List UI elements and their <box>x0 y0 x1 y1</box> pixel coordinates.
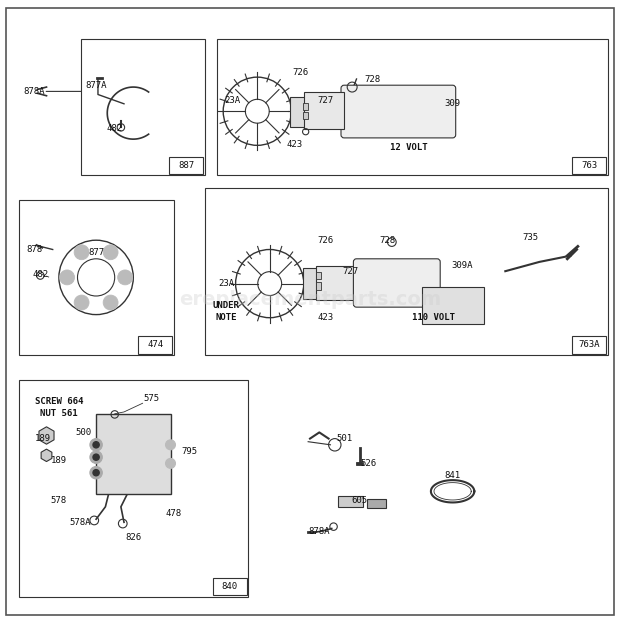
Text: 309: 309 <box>445 99 461 108</box>
Circle shape <box>93 470 99 476</box>
Bar <box>19 379 248 597</box>
Bar <box>303 103 308 110</box>
Bar <box>169 156 203 174</box>
Text: 578A: 578A <box>70 518 91 527</box>
Text: 727: 727 <box>342 267 358 276</box>
Text: 728: 728 <box>364 75 380 83</box>
Bar <box>290 97 306 126</box>
Text: 23A: 23A <box>224 96 241 105</box>
Text: 474: 474 <box>147 341 164 350</box>
Bar <box>367 499 386 508</box>
Bar <box>304 92 344 129</box>
Text: SCREW 664: SCREW 664 <box>35 397 83 406</box>
Text: 423: 423 <box>286 140 303 149</box>
Circle shape <box>103 295 118 310</box>
Bar <box>316 266 356 300</box>
Circle shape <box>118 270 133 285</box>
Text: 482: 482 <box>32 270 48 279</box>
Text: 726: 726 <box>293 69 309 77</box>
Bar <box>217 39 608 175</box>
Bar <box>205 188 608 355</box>
Text: 728: 728 <box>379 235 396 245</box>
Text: 840: 840 <box>221 583 238 591</box>
Circle shape <box>103 245 118 260</box>
Text: 526: 526 <box>361 459 377 468</box>
Text: 189: 189 <box>35 434 51 443</box>
Circle shape <box>90 467 102 479</box>
Text: 795: 795 <box>181 447 197 455</box>
Text: 878A: 878A <box>309 527 330 536</box>
Text: 423: 423 <box>317 313 334 322</box>
Text: 877: 877 <box>88 248 104 257</box>
Bar <box>303 268 318 299</box>
Text: 763: 763 <box>581 161 598 169</box>
Bar <box>138 336 172 354</box>
Circle shape <box>93 442 99 448</box>
Text: 501: 501 <box>336 434 352 443</box>
Bar <box>316 272 321 279</box>
Circle shape <box>93 454 99 460</box>
Text: ereplacementparts.com: ereplacementparts.com <box>179 290 441 308</box>
Text: 500: 500 <box>76 428 92 437</box>
Text: 878A: 878A <box>24 87 45 96</box>
Text: 482: 482 <box>107 124 123 133</box>
Text: 575: 575 <box>144 394 160 403</box>
Circle shape <box>90 451 102 464</box>
Text: 727: 727 <box>317 96 334 105</box>
Bar <box>303 112 308 119</box>
Text: 763A: 763A <box>578 341 600 350</box>
Bar <box>316 282 321 290</box>
Text: 735: 735 <box>522 232 538 242</box>
Text: 841: 841 <box>445 472 461 480</box>
Text: 309A: 309A <box>451 260 472 270</box>
Circle shape <box>166 440 175 450</box>
Bar <box>422 287 484 324</box>
Circle shape <box>90 439 102 451</box>
Text: 23A: 23A <box>218 279 234 288</box>
Bar <box>19 200 174 355</box>
Circle shape <box>74 295 89 310</box>
Circle shape <box>166 459 175 468</box>
Text: 877A: 877A <box>86 81 107 90</box>
Bar <box>96 414 170 495</box>
Text: NUT 561: NUT 561 <box>40 409 78 418</box>
Text: 578: 578 <box>51 496 67 505</box>
Text: 478: 478 <box>166 508 182 518</box>
Bar <box>356 462 363 465</box>
Text: 826: 826 <box>125 533 141 542</box>
Bar <box>213 578 247 596</box>
FancyBboxPatch shape <box>341 85 456 138</box>
Text: 878: 878 <box>26 245 42 254</box>
Text: 12 VOLT: 12 VOLT <box>391 143 428 151</box>
Bar <box>572 336 606 354</box>
Bar <box>338 496 363 506</box>
Circle shape <box>60 270 74 285</box>
Text: NOTE: NOTE <box>216 313 237 322</box>
Text: 189: 189 <box>51 456 67 465</box>
FancyBboxPatch shape <box>353 259 440 307</box>
Text: 887: 887 <box>178 161 195 169</box>
Bar <box>81 39 205 175</box>
Circle shape <box>74 245 89 260</box>
Text: UNDER: UNDER <box>213 301 240 310</box>
Text: 726: 726 <box>317 235 334 245</box>
Text: 605: 605 <box>352 496 368 505</box>
Bar <box>572 156 606 174</box>
Text: 110 VOLT: 110 VOLT <box>412 313 456 322</box>
